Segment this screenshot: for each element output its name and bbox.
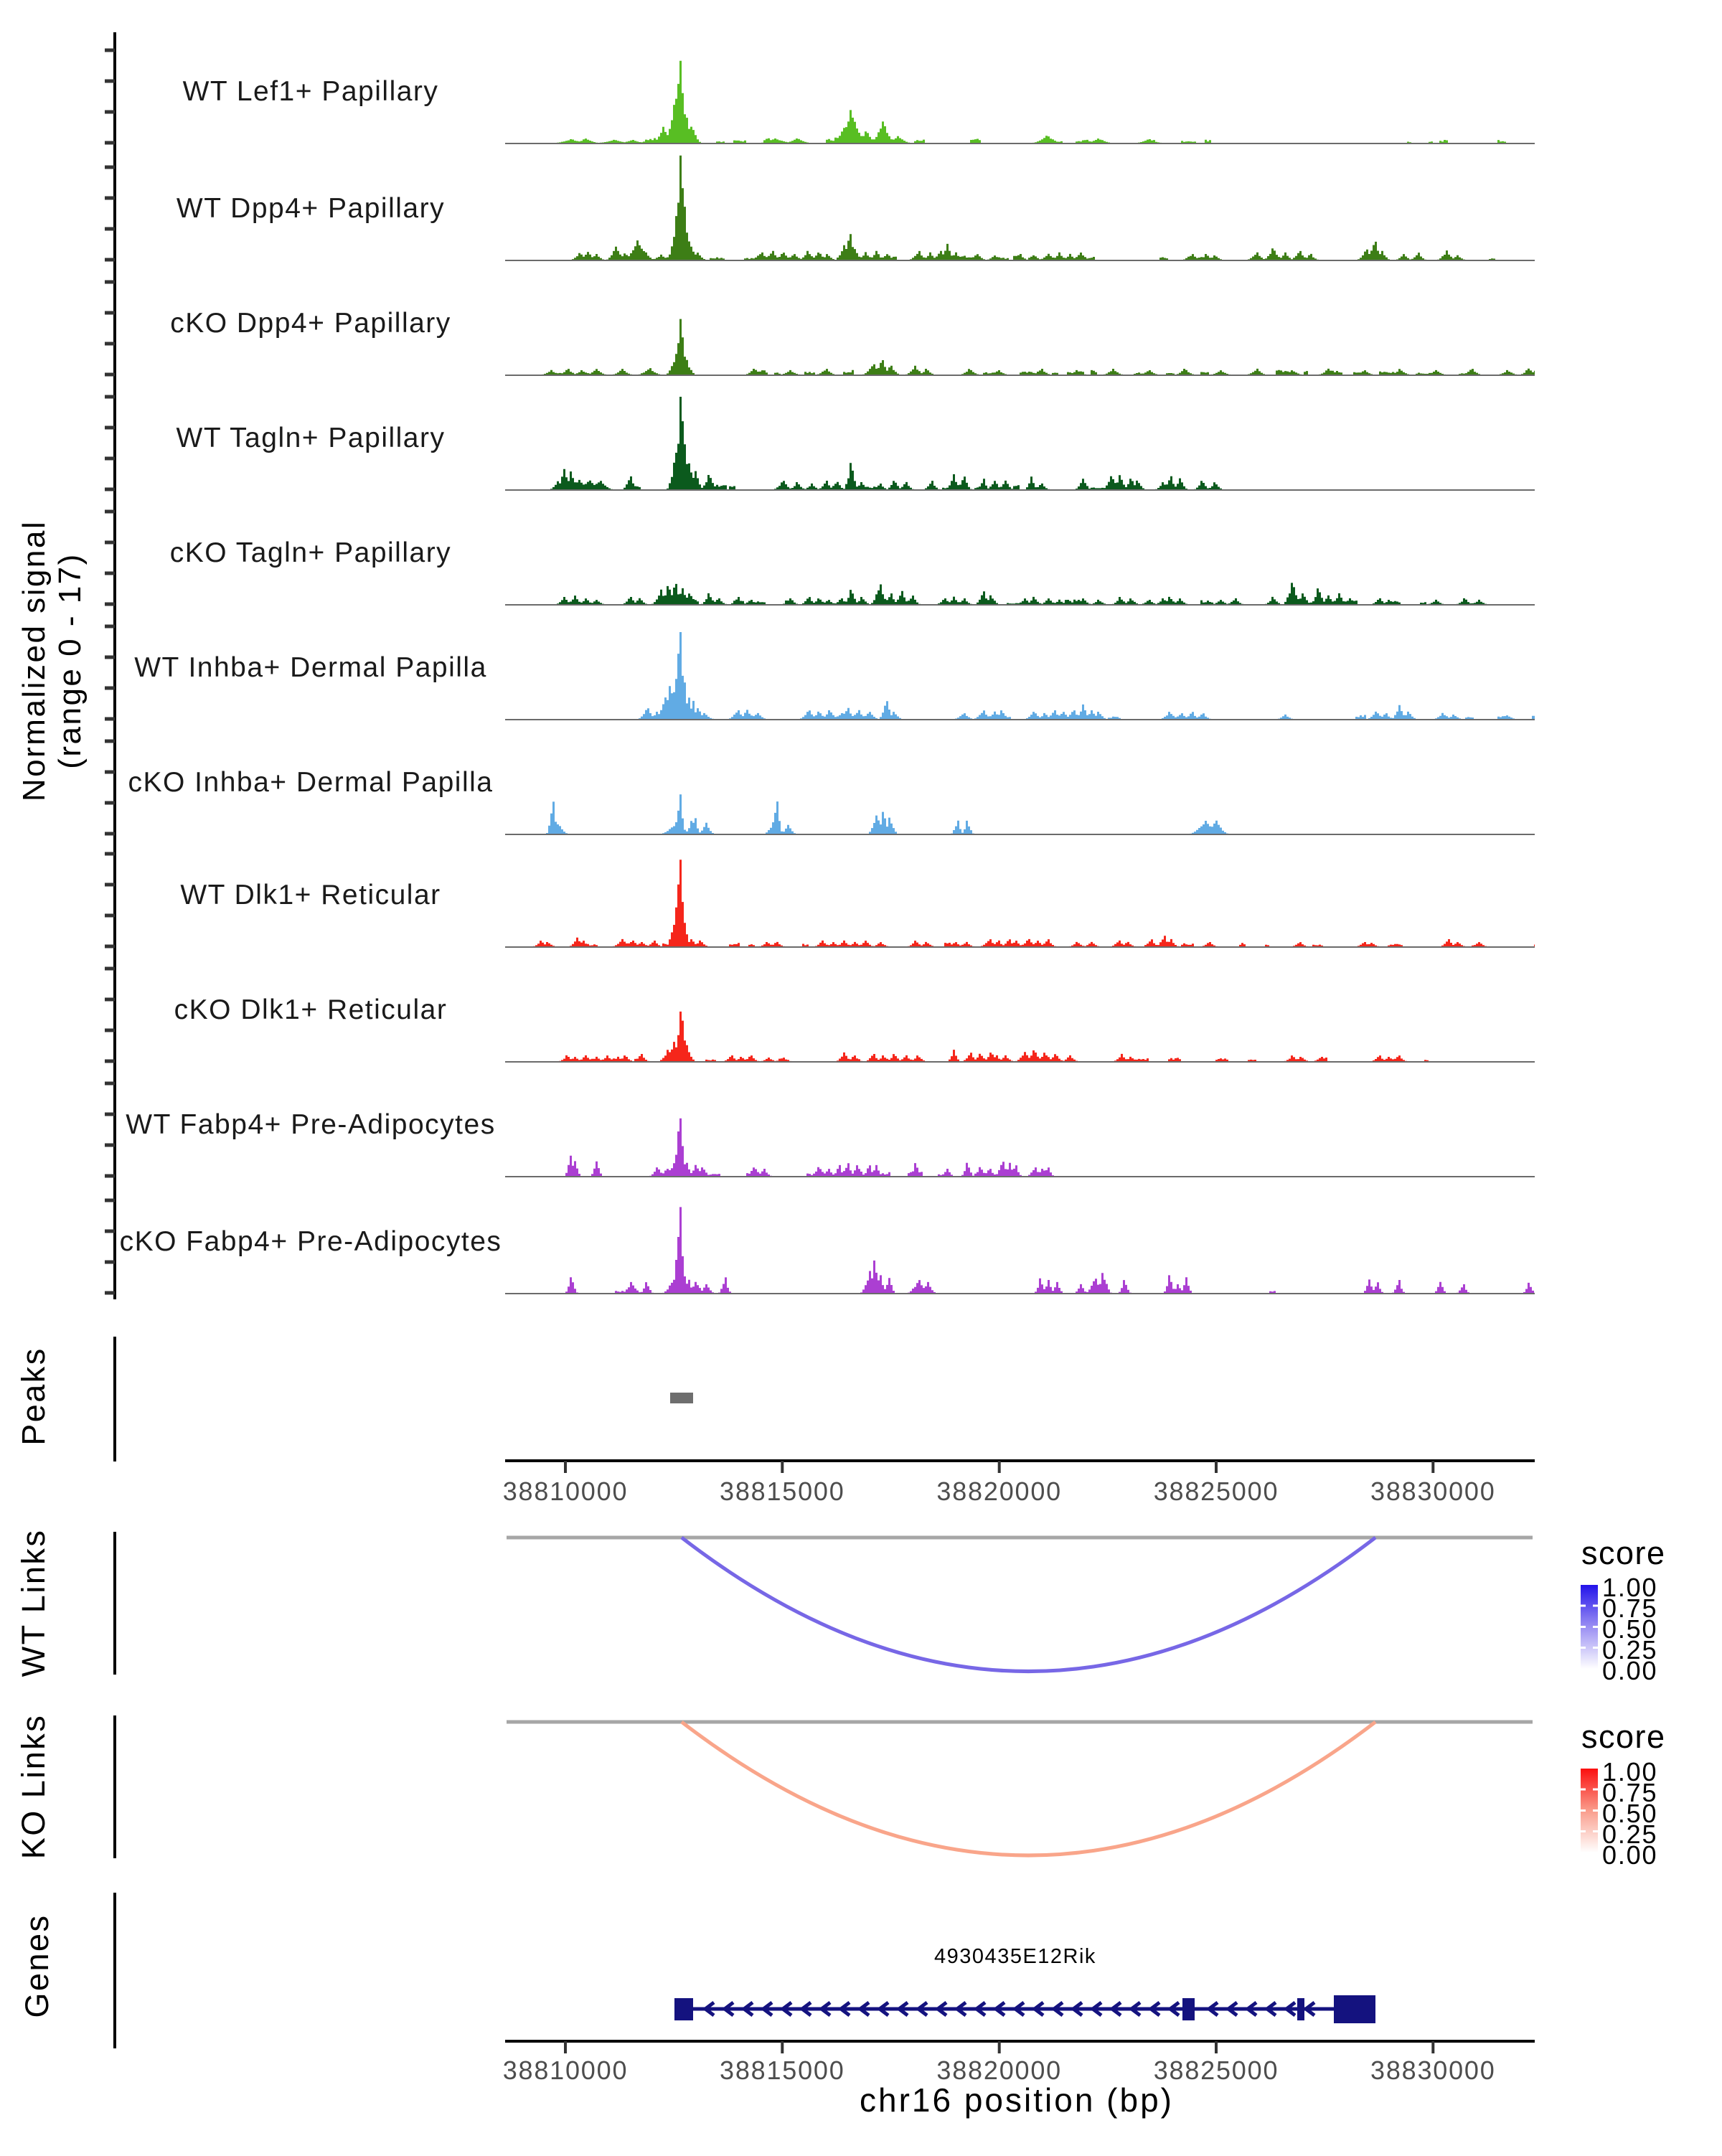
svg-text:cKO Inhba+ Dermal Papilla: cKO Inhba+ Dermal Papilla: [128, 767, 494, 798]
svg-text:WT Dlk1+ Reticular: WT Dlk1+ Reticular: [180, 880, 441, 910]
svg-text:cKO Dpp4+ Papillary: cKO Dpp4+ Papillary: [170, 308, 451, 339]
svg-text:38825000: 38825000: [1154, 1477, 1279, 1506]
svg-text:0.75: 0.75: [1602, 1594, 1657, 1623]
svg-text:0.50: 0.50: [1602, 1614, 1657, 1644]
svg-text:chr16 position (bp): chr16 position (bp): [860, 2081, 1174, 2119]
svg-text:cKO Tagln+ Papillary: cKO Tagln+ Papillary: [170, 537, 451, 568]
svg-text:38830000: 38830000: [1370, 2056, 1496, 2085]
svg-text:WT Links: WT Links: [15, 1529, 52, 1677]
svg-text:38815000: 38815000: [720, 2056, 845, 2085]
svg-text:1.00: 1.00: [1602, 1573, 1657, 1602]
svg-text:1.00: 1.00: [1602, 1757, 1657, 1787]
svg-text:38820000: 38820000: [936, 1477, 1062, 1506]
svg-text:38815000: 38815000: [720, 1477, 845, 1506]
svg-text:0.50: 0.50: [1602, 1799, 1657, 1828]
svg-text:0.25: 0.25: [1602, 1635, 1657, 1665]
svg-text:38825000: 38825000: [1154, 2056, 1279, 2085]
svg-text:cKO Fabp4+ Pre-Adipocytes: cKO Fabp4+ Pre-Adipocytes: [120, 1226, 502, 1257]
svg-text:WT Lef1+ Papillary: WT Lef1+ Papillary: [183, 76, 439, 107]
svg-text:Peaks: Peaks: [15, 1347, 52, 1446]
svg-text:38810000: 38810000: [503, 1477, 629, 1506]
svg-text:4930435E12Rik: 4930435E12Rik: [934, 1945, 1096, 1968]
svg-text:score: score: [1581, 1535, 1666, 1571]
svg-text:38830000: 38830000: [1370, 1477, 1496, 1506]
svg-text:38810000: 38810000: [503, 2056, 629, 2085]
svg-text:38820000: 38820000: [936, 2056, 1062, 2085]
svg-text:0.25: 0.25: [1602, 1820, 1657, 1849]
svg-text:0.00: 0.00: [1602, 1656, 1657, 1685]
svg-text:WT Inhba+ Dermal Papilla: WT Inhba+ Dermal Papilla: [134, 652, 487, 683]
svg-text:WT Fabp4+ Pre-Adipocytes: WT Fabp4+ Pre-Adipocytes: [126, 1109, 495, 1140]
svg-text:(range 0 - 17): (range 0 - 17): [52, 552, 88, 769]
svg-text:KO Links: KO Links: [15, 1714, 52, 1860]
svg-text:0.75: 0.75: [1602, 1778, 1657, 1807]
svg-text:WT Dpp4+ Papillary: WT Dpp4+ Papillary: [177, 193, 445, 224]
svg-text:Genes: Genes: [19, 1913, 55, 2018]
svg-text:WT Tagln+ Papillary: WT Tagln+ Papillary: [177, 423, 446, 453]
svg-text:Normalized signal: Normalized signal: [17, 520, 52, 801]
svg-text:0.00: 0.00: [1602, 1840, 1657, 1870]
svg-text:score: score: [1581, 1718, 1666, 1755]
svg-text:cKO Dlk1+ Reticular: cKO Dlk1+ Reticular: [174, 994, 448, 1025]
